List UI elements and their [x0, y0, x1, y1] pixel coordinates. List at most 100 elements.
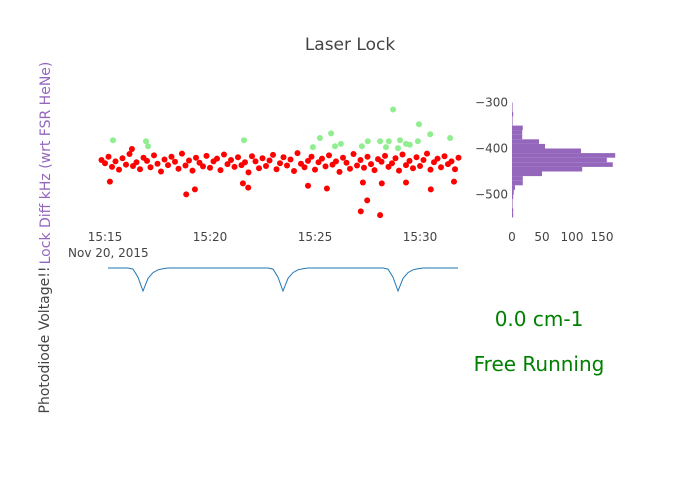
- data-point-green: [416, 121, 422, 128]
- histogram-bar: [512, 208, 514, 213]
- data-point-red: [438, 164, 444, 171]
- data-point-red: [266, 157, 273, 164]
- data-point-red: [357, 208, 364, 215]
- hist-x-tick-label: 50: [534, 230, 549, 244]
- histogram-bar: [512, 185, 515, 190]
- data-point-red: [224, 161, 231, 168]
- data-point-red: [249, 153, 255, 160]
- data-point-red: [245, 169, 252, 176]
- data-point-green: [447, 135, 454, 141]
- data-point-green: [110, 137, 116, 144]
- data-point-green: [309, 144, 316, 151]
- data-point-red: [312, 166, 318, 173]
- data-point-red: [377, 212, 384, 219]
- data-point-green: [406, 141, 413, 148]
- data-point-red: [371, 167, 378, 174]
- photodiode-y-label: Photodiode Voltage!!: [37, 267, 53, 414]
- histogram-bar: [512, 162, 613, 167]
- data-point-red: [420, 157, 427, 163]
- data-point-red: [175, 165, 182, 172]
- data-point-red: [326, 152, 332, 159]
- histogram-bar: [512, 125, 523, 131]
- data-point-red: [368, 161, 374, 168]
- hist-x-tick-label: 0: [508, 230, 516, 244]
- data-point-green: [390, 106, 397, 113]
- data-point-red: [147, 164, 154, 171]
- data-point-red: [354, 162, 360, 169]
- data-point-red: [151, 152, 157, 159]
- histogram-bar: [512, 102, 513, 108]
- data-point-red: [193, 154, 199, 161]
- data-point-red: [284, 162, 290, 169]
- data-point-red: [294, 150, 301, 157]
- data-point-red: [417, 163, 423, 169]
- histogram-bar: [512, 111, 514, 117]
- data-point-green: [385, 138, 392, 145]
- histogram-bar: [512, 180, 523, 186]
- histogram-bar: [512, 121, 513, 126]
- data-point-red: [109, 163, 115, 170]
- histogram-bar: [512, 139, 539, 144]
- data-point-red: [214, 155, 220, 162]
- data-point-red: [410, 165, 416, 172]
- data-point-red: [340, 154, 346, 161]
- data-point-red: [133, 159, 140, 166]
- data-point-red: [287, 156, 294, 163]
- data-point-red: [263, 163, 269, 169]
- data-point-red: [256, 165, 262, 172]
- x-tick-label: 15:15: [88, 230, 123, 244]
- data-point-red: [228, 157, 234, 163]
- data-point-red: [406, 157, 413, 164]
- data-point-red: [191, 186, 198, 193]
- data-point-red: [451, 178, 457, 185]
- histogram-bar: [512, 176, 523, 181]
- data-point-red: [389, 160, 395, 167]
- histogram-bar: [512, 130, 523, 135]
- data-point-green: [364, 138, 371, 145]
- data-point-red: [323, 185, 330, 192]
- data-point-red: [252, 158, 259, 165]
- data-point-green: [332, 143, 338, 150]
- data-point-red: [186, 157, 192, 164]
- data-point-green: [328, 130, 335, 137]
- data-point-red: [403, 162, 409, 169]
- data-point-red: [207, 164, 213, 171]
- hist-y-tick-label: −400: [475, 142, 508, 156]
- data-point-green: [427, 131, 434, 138]
- data-point-red: [168, 153, 175, 160]
- photodiode-trace: [108, 267, 458, 293]
- hist-y-tick-label: −300: [475, 96, 508, 110]
- data-point-red: [343, 159, 350, 166]
- x-tick-label: 15:30: [403, 230, 438, 244]
- histogram-bar: [512, 148, 581, 154]
- data-point-red: [448, 158, 455, 165]
- histogram-bar: [512, 199, 513, 204]
- y-axis-label: Lock Diff kHz (wrt FSR HeNe): [38, 62, 54, 265]
- data-point-red: [144, 157, 150, 164]
- data-point-red: [273, 166, 280, 173]
- data-point-red: [203, 152, 210, 159]
- data-point-red: [119, 155, 126, 162]
- data-point-green: [395, 145, 401, 152]
- data-point-red: [189, 167, 196, 174]
- data-point-red: [396, 167, 402, 174]
- data-point-red: [357, 157, 364, 163]
- data-point-red: [200, 163, 206, 170]
- data-point-red: [336, 168, 343, 175]
- data-point-red: [333, 158, 339, 165]
- hist-x-tick-label: 150: [591, 230, 614, 244]
- data-point-green: [316, 135, 323, 141]
- data-point-red: [361, 164, 367, 171]
- x-tick-label: 15:25: [298, 230, 333, 244]
- histogram-bar: [512, 134, 523, 140]
- histogram-bar: [512, 212, 514, 218]
- data-point-green: [383, 144, 389, 151]
- histogram-bar: [512, 166, 583, 172]
- data-point-red: [128, 146, 135, 152]
- data-point-green: [143, 138, 149, 145]
- data-point-red: [301, 164, 308, 171]
- data-point-red: [427, 166, 434, 173]
- histogram-bar: [512, 171, 542, 177]
- data-point-green: [377, 138, 384, 145]
